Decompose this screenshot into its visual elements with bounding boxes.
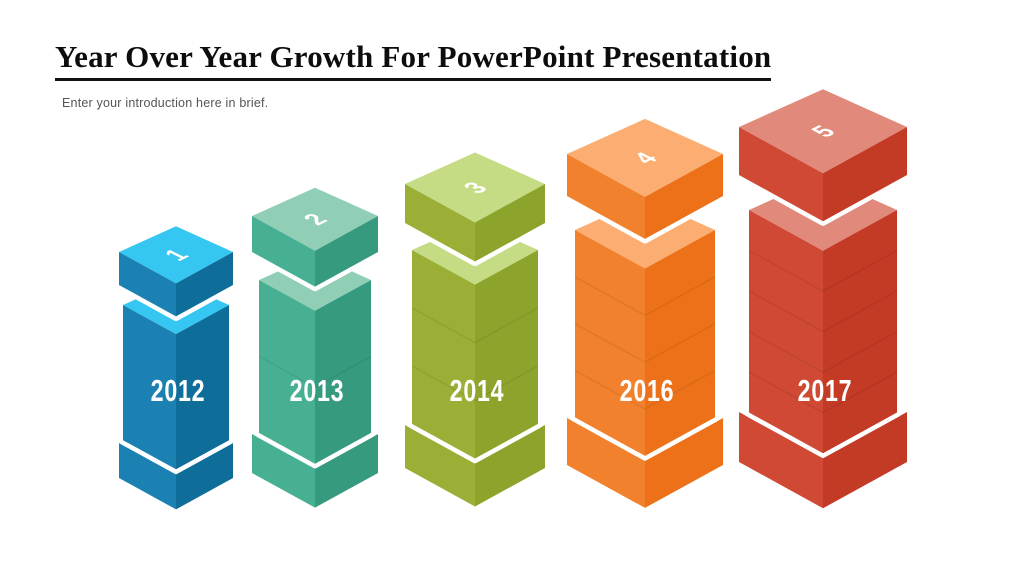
column-cap <box>114 221 238 321</box>
year-label: 2013 <box>290 373 345 408</box>
column-shaft <box>744 172 902 458</box>
shaft-right-face <box>176 305 229 470</box>
shaft-left-face <box>749 210 823 454</box>
segment-seam <box>574 323 716 364</box>
segment-seam <box>411 307 539 344</box>
column-base <box>739 412 907 509</box>
cap-left-face <box>119 252 176 317</box>
shaft-left-face <box>412 250 475 459</box>
segment-seam <box>748 330 898 374</box>
segment-seam <box>748 371 898 414</box>
column-base <box>252 434 378 508</box>
column-base <box>405 425 545 507</box>
column-cap <box>562 114 728 244</box>
column-shaft <box>407 217 543 463</box>
base-left-face <box>739 412 823 509</box>
cap-left-face <box>567 154 645 239</box>
cap-right-face <box>823 127 907 222</box>
base-right-face <box>645 418 723 508</box>
cap-right-face <box>176 252 233 317</box>
column-cap <box>734 84 912 226</box>
year-label: 2016 <box>620 373 675 408</box>
year-label: 2017 <box>798 373 853 408</box>
segment-seam <box>574 369 716 410</box>
column-base <box>567 418 723 508</box>
slide-title: Year Over Year Growth For PowerPoint Pre… <box>55 40 772 81</box>
cap-right-face <box>315 216 378 287</box>
shaft-left-face <box>259 280 315 464</box>
segment-seam <box>258 355 372 389</box>
column-cap <box>400 148 550 266</box>
cap-top-face <box>739 89 907 174</box>
base-right-face <box>823 412 907 509</box>
shaft-right-face <box>475 250 538 459</box>
column-base <box>119 443 233 510</box>
column-cap <box>247 183 383 292</box>
year-label: 2012 <box>151 373 206 408</box>
segment-seam <box>748 290 898 333</box>
shaft-right-face <box>823 210 897 454</box>
cap-left-face <box>252 216 315 287</box>
base-right-face <box>475 425 545 507</box>
shaft-left-face <box>123 305 176 470</box>
base-left-face <box>405 425 475 507</box>
cap-top-face <box>567 118 723 197</box>
base-left-face <box>567 418 645 508</box>
cap-top-face <box>119 226 233 284</box>
year-label: 2014 <box>450 373 505 408</box>
base-left-face <box>119 443 176 510</box>
base-left-face <box>252 434 315 508</box>
shaft-right-face <box>315 280 371 464</box>
cap-right-face <box>645 154 723 239</box>
cap-top-face <box>252 187 378 251</box>
segment-seam <box>748 249 898 293</box>
cap-right-face <box>475 184 545 262</box>
slide-subtitle: Enter your introduction here in brief. <box>62 96 269 110</box>
segment-seam <box>411 365 539 402</box>
cap-left-face <box>405 184 475 262</box>
base-right-face <box>176 443 233 510</box>
base-right-face <box>315 434 378 508</box>
segment-seam <box>574 276 716 317</box>
cap-left-face <box>739 127 823 222</box>
shaft-right-face <box>645 230 715 456</box>
column-shaft <box>570 194 720 461</box>
shaft-left-face <box>575 230 645 456</box>
cap-top-face <box>405 152 545 223</box>
